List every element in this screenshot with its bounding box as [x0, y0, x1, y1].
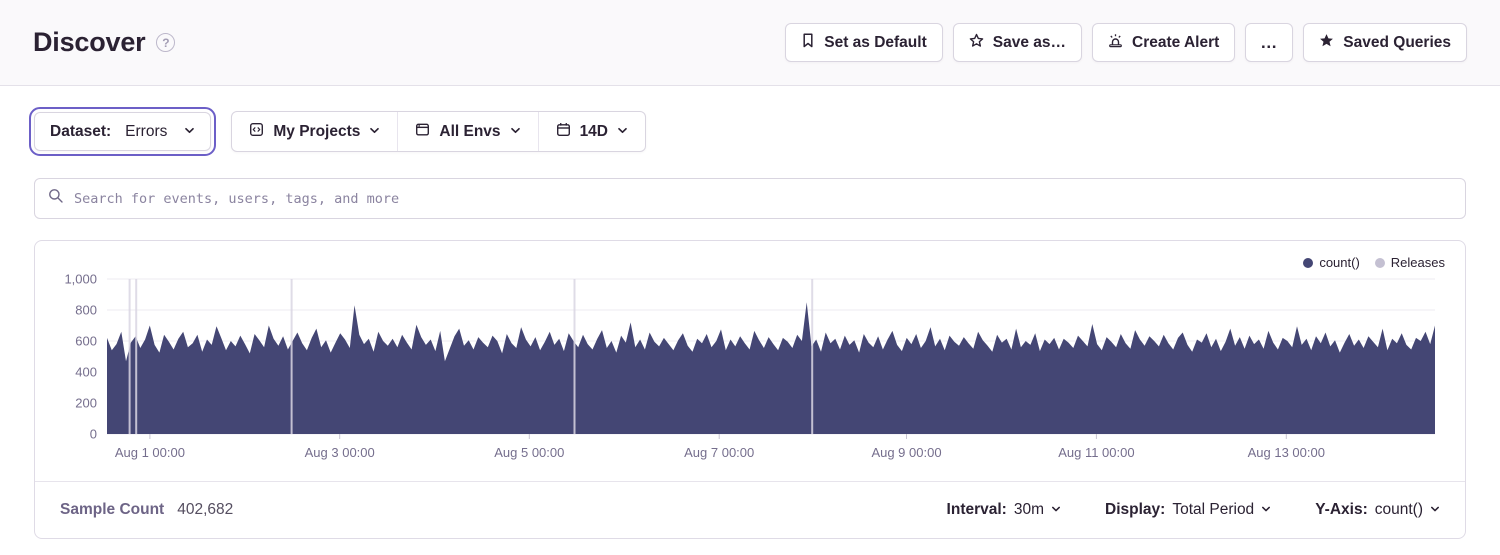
- chevron-down-icon: [369, 123, 380, 141]
- svg-text:600: 600: [75, 334, 97, 349]
- project-icon: [249, 122, 264, 142]
- legend-dot-releases-icon: [1374, 257, 1385, 268]
- date-range-filter-button[interactable]: 14D: [537, 112, 645, 151]
- chart-footer: Sample Count 402,682 Interval: 30m Displ…: [35, 481, 1465, 538]
- display-dropdown[interactable]: Display: Total Period: [1105, 501, 1271, 519]
- svg-text:Aug 9 00:00: Aug 9 00:00: [871, 445, 941, 460]
- set-as-default-button[interactable]: Set as Default: [785, 23, 943, 62]
- svg-text:200: 200: [75, 396, 97, 411]
- chevron-down-icon: [1430, 501, 1440, 519]
- header-bar: Discover ? Set as Default Save as…: [0, 0, 1500, 86]
- dataset-filter-button[interactable]: Dataset: Errors: [28, 107, 217, 156]
- svg-text:400: 400: [75, 365, 97, 380]
- legend-item-releases[interactable]: Releases: [1374, 255, 1445, 270]
- legend-item-count[interactable]: count(): [1303, 255, 1360, 270]
- page-filter-group: My Projects All Envs: [231, 111, 646, 152]
- chevron-down-icon: [1051, 501, 1061, 519]
- ellipsis-icon: …: [1260, 32, 1279, 52]
- svg-text:Aug 1 00:00: Aug 1 00:00: [115, 445, 185, 460]
- svg-text:1,000: 1,000: [64, 272, 97, 287]
- interval-dropdown[interactable]: Interval: 30m: [947, 501, 1061, 519]
- chevron-down-icon: [1261, 501, 1271, 519]
- sample-count-label: Sample Count: [60, 501, 165, 518]
- svg-text:Aug 13 00:00: Aug 13 00:00: [1248, 445, 1325, 460]
- legend-dot-count-icon: [1303, 257, 1314, 268]
- search-icon: [48, 188, 64, 209]
- svg-text:800: 800: [75, 303, 97, 318]
- svg-text:Aug 7 00:00: Aug 7 00:00: [684, 445, 754, 460]
- saved-queries-button[interactable]: Saved Queries: [1303, 23, 1467, 62]
- header-actions: Set as Default Save as… Create Alert …: [785, 23, 1467, 62]
- bookmark-icon: [801, 33, 815, 53]
- sample-count-value: 402,682: [177, 501, 234, 518]
- yaxis-dropdown[interactable]: Y-Axis: count(): [1315, 501, 1440, 519]
- window-icon: [415, 122, 430, 142]
- svg-text:Aug 3 00:00: Aug 3 00:00: [305, 445, 375, 460]
- svg-text:0: 0: [90, 427, 97, 442]
- chevron-down-icon: [184, 123, 195, 141]
- filter-row: Dataset: Errors My Projects: [28, 107, 1466, 156]
- save-as-button[interactable]: Save as…: [952, 23, 1082, 62]
- chevron-down-icon: [510, 123, 521, 141]
- chart-svg: 0 200 400 600 800 1,000 Aug 1 00:00 Aug 3 00:00…: [64, 272, 1435, 460]
- chart-legend: count() Releases: [1303, 255, 1445, 270]
- star-filled-icon: [1319, 33, 1334, 53]
- svg-text:Aug 5 00:00: Aug 5 00:00: [494, 445, 564, 460]
- chart-panel: count() Releases 0 200 400 600 800 1,000 Aug 1…: [34, 240, 1466, 539]
- help-icon[interactable]: ?: [156, 33, 176, 52]
- search-input[interactable]: [74, 190, 1452, 207]
- svg-text:Aug 11 00:00: Aug 11 00:00: [1058, 445, 1134, 460]
- chevron-down-icon: [617, 123, 628, 141]
- calendar-icon: [556, 122, 571, 142]
- page-title: Discover: [33, 27, 146, 57]
- siren-icon: [1108, 33, 1123, 53]
- create-alert-button[interactable]: Create Alert: [1092, 23, 1236, 62]
- more-options-button[interactable]: …: [1245, 23, 1294, 62]
- search-bar: [34, 178, 1466, 219]
- chart-region: count() Releases 0 200 400 600 800 1,000 Aug 1…: [35, 241, 1465, 481]
- environment-filter-button[interactable]: All Envs: [397, 112, 537, 151]
- star-outline-icon: [969, 33, 984, 53]
- project-filter-button[interactable]: My Projects: [232, 112, 397, 151]
